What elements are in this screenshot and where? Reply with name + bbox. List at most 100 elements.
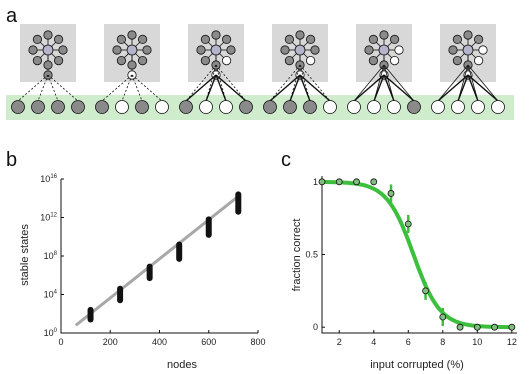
input-node bbox=[407, 100, 421, 114]
input-node bbox=[179, 100, 193, 114]
input-node bbox=[303, 100, 317, 114]
input-edge bbox=[383, 64, 395, 102]
hidden-node bbox=[54, 56, 64, 66]
input-edge bbox=[101, 74, 133, 102]
panel-b-label: b bbox=[6, 149, 17, 171]
c-data-point bbox=[335, 178, 343, 186]
input-edge bbox=[373, 64, 385, 102]
hidden-node bbox=[306, 34, 316, 44]
panel-a-label: a bbox=[6, 5, 18, 27]
hidden-node bbox=[54, 34, 64, 44]
input-edge bbox=[269, 74, 301, 102]
b-y-tick-label: 1012 bbox=[40, 213, 57, 223]
input-node bbox=[239, 100, 253, 114]
c-y-axis-label: fraction correct bbox=[291, 219, 303, 292]
center-node bbox=[126, 44, 138, 56]
b-x-tick-label: 200 bbox=[103, 337, 118, 347]
c-y-tick-label: 0 bbox=[313, 322, 318, 332]
panel-c-chart: input corrupted (%) fraction correct 2 4 6… bbox=[291, 176, 517, 371]
hidden-node bbox=[379, 30, 389, 40]
c-data-point bbox=[353, 178, 360, 186]
input-edge bbox=[437, 64, 469, 102]
hidden-node bbox=[474, 34, 484, 44]
b-x-tick-label: 600 bbox=[201, 337, 216, 347]
b-y-tick-label: 1016 bbox=[40, 174, 57, 184]
input-node bbox=[199, 100, 213, 114]
input-edge bbox=[383, 74, 415, 102]
hidden-node bbox=[222, 34, 232, 44]
input-edge bbox=[467, 74, 499, 102]
input-edge bbox=[131, 74, 163, 102]
hidden-node bbox=[43, 30, 53, 40]
c-y-tick-label: 1 bbox=[313, 177, 318, 187]
hidden-node bbox=[32, 56, 42, 66]
b-x-axis-label: nodes bbox=[167, 359, 197, 371]
hidden-node bbox=[28, 45, 38, 55]
hidden-node bbox=[295, 30, 305, 40]
input-edge bbox=[47, 74, 59, 102]
c-x-tick-label: 12 bbox=[507, 337, 517, 347]
c-x-tick-label: 2 bbox=[337, 337, 342, 347]
panel-c-label: c bbox=[281, 149, 291, 171]
hidden-node bbox=[390, 56, 400, 66]
c-data-point bbox=[491, 323, 498, 331]
network-1 bbox=[11, 24, 85, 114]
center-node bbox=[210, 44, 222, 56]
c-x-tick-label: 4 bbox=[371, 337, 376, 347]
input-edge bbox=[457, 74, 469, 102]
input-node bbox=[451, 100, 465, 114]
input-node bbox=[387, 100, 401, 114]
input-edge bbox=[467, 74, 479, 102]
hidden-node bbox=[368, 34, 378, 44]
input-node bbox=[471, 100, 485, 114]
hidden-node bbox=[58, 45, 68, 55]
input-node bbox=[51, 100, 65, 114]
input-edge bbox=[353, 64, 385, 102]
hidden-node bbox=[284, 56, 294, 66]
b-x-tick-label: 400 bbox=[152, 337, 167, 347]
hidden-node bbox=[284, 34, 294, 44]
input-node bbox=[491, 100, 505, 114]
c-data-point bbox=[387, 190, 395, 197]
c-data-point bbox=[456, 323, 464, 331]
hidden-node bbox=[138, 34, 148, 44]
c-data-point bbox=[439, 313, 447, 321]
input-node bbox=[95, 100, 109, 114]
network-3 bbox=[179, 24, 253, 114]
hidden-node bbox=[478, 45, 488, 55]
input-node bbox=[323, 100, 337, 114]
c-fit-curve bbox=[320, 180, 514, 330]
center-node bbox=[462, 44, 474, 56]
input-edge bbox=[373, 74, 385, 102]
panel-b-chart: nodes stable states 0 200 400 600 800 100 104 1… bbox=[19, 174, 266, 371]
hidden-node bbox=[394, 45, 404, 55]
input-edge bbox=[17, 74, 49, 102]
input-node bbox=[115, 100, 129, 114]
hidden-node bbox=[200, 56, 210, 66]
hidden-node bbox=[43, 60, 53, 70]
c-axes bbox=[321, 176, 517, 334]
hidden-node bbox=[200, 34, 210, 44]
input-node bbox=[283, 100, 297, 114]
c-data-point bbox=[370, 178, 378, 186]
c-x-tick-label: 10 bbox=[472, 337, 482, 347]
input-edge bbox=[437, 74, 469, 102]
input-edge bbox=[467, 64, 479, 102]
input-node bbox=[347, 100, 361, 114]
c-data-point bbox=[404, 220, 412, 228]
hidden-node bbox=[463, 30, 473, 40]
input-node bbox=[263, 100, 277, 114]
input-edge bbox=[383, 64, 415, 102]
hidden-node bbox=[142, 45, 152, 55]
hidden-node bbox=[211, 30, 221, 40]
network-2 bbox=[95, 24, 169, 114]
input-node bbox=[219, 100, 233, 114]
b-y-tick-label: 100 bbox=[44, 328, 58, 338]
input-edge bbox=[299, 74, 311, 102]
c-x-tick-label: 6 bbox=[406, 337, 411, 347]
network-6 bbox=[431, 24, 505, 114]
hidden-node bbox=[452, 34, 462, 44]
input-edge bbox=[299, 74, 331, 102]
hidden-node bbox=[306, 56, 316, 66]
